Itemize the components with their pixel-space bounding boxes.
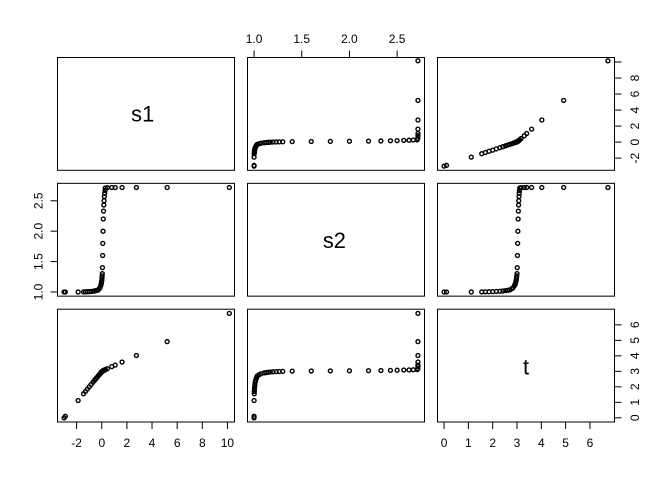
svg-text:5: 5 [628, 337, 642, 344]
svg-text:0: 0 [628, 138, 642, 145]
svg-text:1.5: 1.5 [32, 253, 46, 270]
svg-text:6: 6 [174, 436, 181, 450]
svg-text:-2: -2 [628, 152, 642, 163]
svg-text:2: 2 [628, 122, 642, 129]
svg-text:2: 2 [489, 436, 496, 450]
svg-text:2.5: 2.5 [389, 32, 406, 46]
svg-text:s1: s1 [131, 102, 154, 127]
svg-text:6: 6 [628, 90, 642, 97]
svg-text:1.0: 1.0 [32, 283, 46, 300]
svg-text:2.0: 2.0 [32, 223, 46, 240]
svg-text:8: 8 [628, 74, 642, 81]
svg-text:0: 0 [98, 436, 105, 450]
svg-text:6: 6 [628, 321, 642, 328]
svg-text:6: 6 [587, 436, 594, 450]
svg-text:2: 2 [628, 383, 642, 390]
svg-text:3: 3 [628, 368, 642, 375]
svg-text:2: 2 [124, 436, 131, 450]
svg-text:t: t [523, 354, 529, 379]
svg-text:s2: s2 [323, 228, 346, 253]
svg-text:3: 3 [514, 436, 521, 450]
svg-text:1.5: 1.5 [293, 32, 310, 46]
svg-text:2.5: 2.5 [32, 192, 46, 209]
svg-text:5: 5 [562, 436, 569, 450]
svg-text:2.0: 2.0 [341, 32, 358, 46]
svg-text:1.0: 1.0 [246, 32, 263, 46]
svg-text:10: 10 [221, 436, 235, 450]
svg-text:4: 4 [538, 436, 545, 450]
svg-text:1: 1 [628, 399, 642, 406]
svg-text:4: 4 [628, 106, 642, 113]
svg-text:0: 0 [441, 436, 448, 450]
svg-text:4: 4 [628, 352, 642, 359]
svg-text:4: 4 [149, 436, 156, 450]
svg-text:1: 1 [465, 436, 472, 450]
svg-text:8: 8 [199, 436, 206, 450]
svg-text:-2: -2 [71, 436, 82, 450]
svg-text:0: 0 [628, 414, 642, 421]
